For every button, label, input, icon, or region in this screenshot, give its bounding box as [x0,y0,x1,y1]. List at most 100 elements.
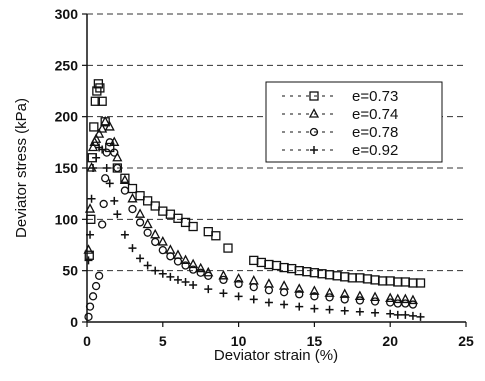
data-point [370,297,380,306]
data-point [355,307,364,316]
legend-label: e=0.73 [352,88,398,105]
data-point [86,214,96,224]
data-point [98,145,107,154]
data-point [166,252,175,261]
data-point [377,276,388,286]
data-point [127,192,138,203]
x-tick-label: 25 [458,333,474,349]
data-point [101,174,110,183]
data-point [151,237,160,247]
data-point [151,266,160,275]
y-tick-label: 200 [55,109,79,125]
x-tick-label: 5 [159,333,167,349]
x-tick-label: 0 [83,333,91,349]
data-point [279,288,289,297]
data-point [112,151,123,162]
data-point [142,218,153,229]
data-point [355,273,365,283]
data-point [310,304,319,313]
data-point [302,267,312,277]
data-point [113,163,122,173]
data-point [189,281,198,290]
data-point [120,230,129,239]
data-point [128,244,137,253]
data-point [181,261,190,270]
data-point [264,286,274,295]
data-point [280,300,289,309]
data-point [263,278,275,288]
data-point [84,203,96,213]
data-point [98,220,107,229]
data-point [100,115,111,126]
y-tick-label: 100 [55,211,79,227]
data-point [92,86,102,96]
data-point [110,196,119,205]
data-point [362,274,373,284]
data-point [87,141,99,152]
data-point [120,173,130,183]
data-point [83,244,94,254]
data-point [324,287,335,297]
y-tick-label: 250 [55,57,79,73]
data-point [150,228,161,239]
data-points [83,79,426,322]
data-point [233,272,244,283]
data-point [369,291,381,302]
data-point [211,231,221,241]
data-point [340,306,349,315]
data-point [392,293,403,304]
data-point [119,174,130,184]
data-point [249,255,259,266]
y-axis-label: Deviator stress (kPa) [13,98,30,238]
data-point [400,277,411,287]
legend-marker-square [309,91,319,101]
data-point [370,275,380,285]
data-point [172,249,184,259]
data-point [196,268,205,277]
data-point [340,295,349,304]
data-point [143,261,152,270]
data-point [166,272,175,281]
data-point [204,271,213,280]
data-point [188,221,198,232]
data-point [416,312,425,321]
data-point [249,295,258,304]
data-point [234,279,243,289]
data-point [264,259,274,270]
data-point [143,228,152,237]
data-point [287,263,297,274]
data-point [85,302,95,311]
data-point [97,96,107,106]
data-point [264,298,273,307]
legend-box [265,81,443,163]
data-point [309,268,320,278]
data-point [91,281,101,291]
data-point [271,260,282,271]
data-point [354,290,365,300]
data-point [309,285,320,295]
data-point [97,123,108,133]
legend-marker-circle [309,127,319,137]
data-point [84,250,94,260]
data-point [180,254,191,265]
data-point [157,236,168,246]
data-point [188,258,199,269]
data-point [324,270,335,280]
legend: e=0.73e=0.74e=0.78e=0.92 [265,81,443,163]
data-point [371,308,380,317]
data-point [84,256,93,265]
legend-marker-plus [310,146,318,154]
data-point [188,265,198,274]
data-point [401,310,410,319]
data-point [385,276,395,286]
series-circle [84,138,418,322]
y-tick-label: 150 [55,160,79,176]
data-point [195,262,206,273]
data-point [181,277,190,286]
series-triangle [83,115,419,305]
data-point [173,257,183,266]
data-point [295,302,304,311]
data-point [136,254,145,263]
data-point [325,293,334,302]
